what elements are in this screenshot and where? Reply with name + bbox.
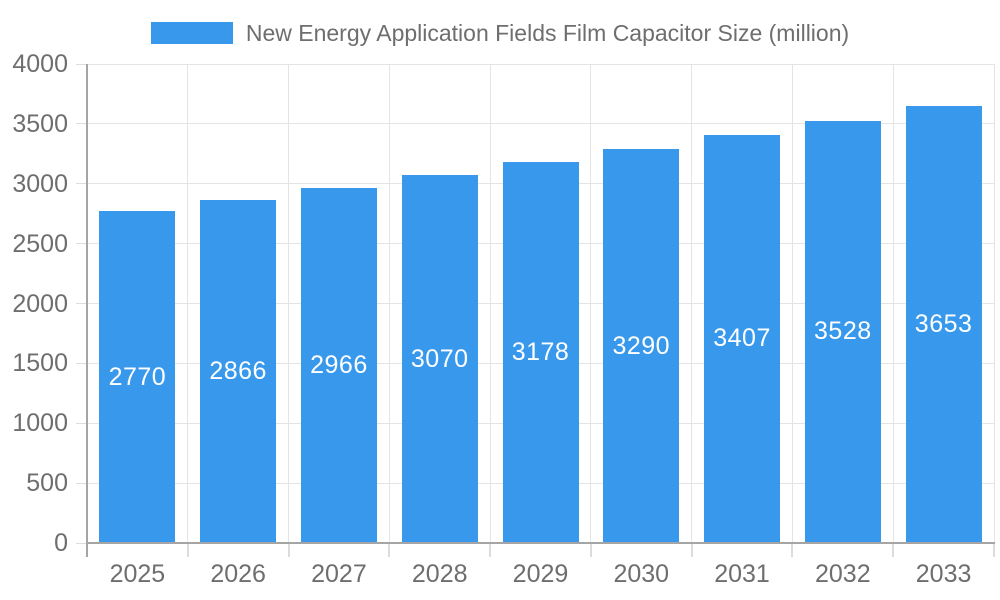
x-axis-tick — [993, 543, 995, 557]
gridline-vertical — [892, 64, 894, 543]
x-tick-label: 2030 — [613, 560, 670, 588]
bar-value-label: 2770 — [108, 362, 167, 391]
x-axis-tick — [690, 543, 693, 557]
y-tick-label: 4000 — [12, 50, 68, 78]
gridline-vertical — [590, 64, 592, 543]
y-axis-tick — [76, 542, 87, 544]
x-axis-tick — [388, 543, 391, 557]
bar-value-label: 3290 — [612, 331, 671, 360]
x-tick-label: 2029 — [512, 560, 569, 588]
y-axis-tick — [76, 123, 87, 125]
x-tick-label: 2028 — [411, 560, 468, 588]
legend-label: New Energy Application Fields Film Capac… — [245, 20, 850, 46]
y-axis-tick — [76, 243, 87, 245]
bar-2025: 2770 — [99, 211, 176, 543]
x-tick-label: 2025 — [109, 560, 166, 588]
gridline-vertical — [187, 64, 189, 543]
y-axis-tick — [76, 303, 87, 304]
x-tick-label: 2033 — [915, 560, 972, 588]
x-axis-line — [86, 542, 995, 544]
y-tick-label: 3000 — [12, 169, 68, 198]
x-axis-tick — [287, 543, 290, 557]
x-tick-label: 2031 — [714, 560, 770, 588]
y-axis-tick — [76, 63, 87, 65]
gridline-horizontal — [87, 63, 994, 65]
y-axis-line — [86, 64, 88, 557]
y-tick-label: 1000 — [12, 409, 68, 438]
x-tick-label: 2027 — [311, 560, 367, 588]
gridline-horizontal — [87, 123, 994, 125]
bar-value-label: 3407 — [713, 324, 771, 353]
legend-swatch-icon — [150, 22, 233, 44]
y-tick-label: 500 — [26, 469, 68, 498]
bar-value-label: 2866 — [209, 356, 267, 385]
bar-2033: 3653 — [905, 105, 982, 543]
x-axis-tick — [791, 543, 794, 557]
gridline-vertical — [791, 64, 793, 543]
bar-value-label: 3070 — [410, 344, 469, 373]
y-tick-label: 2000 — [12, 289, 68, 318]
y-axis-tick — [76, 183, 87, 185]
bar-value-label: 3178 — [511, 338, 570, 367]
gridline-vertical — [388, 64, 390, 543]
gridline-vertical — [691, 64, 693, 543]
chart-legend[interactable]: New Energy Application Fields Film Capac… — [0, 16, 1000, 50]
y-tick-label: 2500 — [12, 229, 68, 258]
bar-2030: 3290 — [603, 149, 680, 543]
bar-value-label: 3653 — [914, 309, 973, 338]
bar-value-label: 2966 — [310, 350, 368, 379]
x-axis-tick — [892, 543, 895, 557]
x-tick-label: 2026 — [210, 560, 266, 588]
y-tick-label: 0 — [54, 529, 68, 557]
bar-2032: 3528 — [804, 120, 881, 543]
bar-2029: 3178 — [502, 162, 579, 543]
bar-2031: 3407 — [704, 135, 781, 543]
x-tick-label: 2032 — [815, 560, 871, 588]
y-tick-label: 1500 — [12, 349, 68, 378]
gridline-vertical — [489, 64, 491, 543]
x-axis-tick — [186, 543, 189, 557]
x-axis-tick — [589, 543, 592, 557]
y-axis-tick — [76, 482, 87, 484]
bar-value-label: 3528 — [814, 317, 872, 346]
y-tick-label: 3500 — [12, 109, 68, 138]
y-axis-tick — [76, 422, 87, 424]
bar-2028: 3070 — [401, 175, 478, 543]
bar-2027: 2966 — [300, 187, 377, 543]
gridline-vertical — [993, 64, 995, 543]
bar-2026: 2866 — [200, 199, 277, 543]
x-axis-tick — [489, 543, 492, 557]
y-axis-tick — [76, 362, 87, 364]
gridline-vertical — [288, 64, 290, 543]
